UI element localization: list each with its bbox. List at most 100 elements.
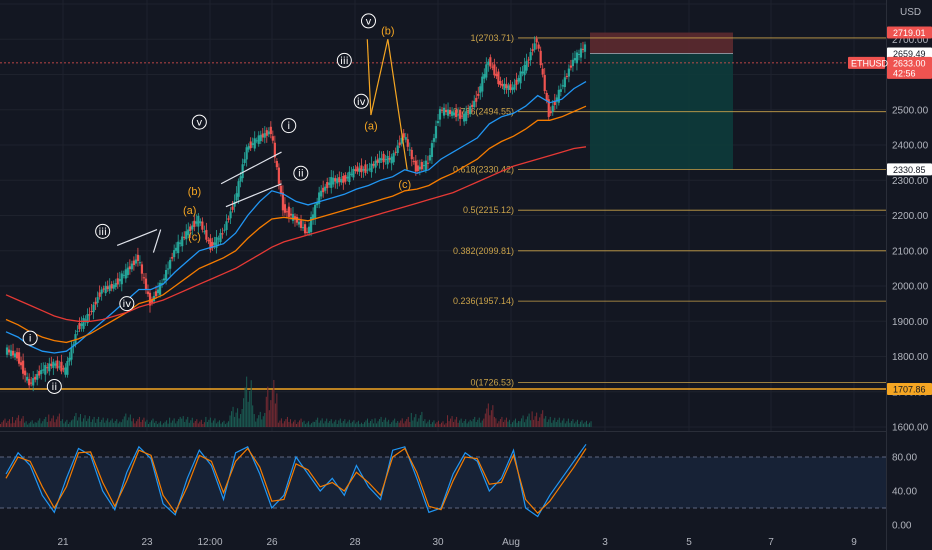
volume-bar (502, 421, 504, 427)
volume-bar (451, 416, 453, 427)
volume-bar (519, 421, 521, 427)
volume-bar (144, 421, 146, 427)
volume-bar (163, 423, 165, 427)
candle-body (134, 259, 137, 264)
volume-bar (202, 424, 204, 427)
volume-bar (498, 421, 500, 427)
volume-bar (564, 423, 566, 427)
candle-body (515, 79, 518, 85)
candle-body (328, 182, 331, 185)
candle-body (138, 262, 142, 264)
volume-bar (87, 418, 89, 427)
candle-body (509, 84, 512, 90)
volume-bar (508, 419, 510, 427)
volume-bar (589, 422, 591, 427)
candle-body (388, 158, 391, 160)
price-badge (887, 163, 932, 176)
volume-bar (436, 422, 438, 427)
wave-label: i (287, 121, 290, 132)
candle-body (400, 137, 403, 144)
volume-bar (18, 415, 20, 427)
volume-bar (51, 418, 53, 427)
volume-bar (581, 420, 583, 427)
volume-bar (333, 421, 335, 427)
candle-body (179, 242, 182, 244)
volume-bar (392, 420, 394, 427)
volume-bar (495, 418, 497, 427)
candle-body (11, 350, 15, 356)
volume-bar (434, 423, 436, 427)
volume-bar (356, 422, 358, 427)
volume-bar (385, 417, 387, 427)
volume-bar (499, 419, 501, 427)
volume-bar (539, 417, 541, 427)
volume-bar (441, 422, 442, 427)
candle-body (58, 366, 61, 368)
wave-label: (c) (398, 179, 411, 191)
short-position-box[interactable] (590, 32, 733, 170)
candle-body (446, 109, 450, 116)
volume-bar (366, 418, 368, 427)
candle-body (162, 278, 166, 281)
wave-label: ii (52, 382, 58, 393)
volume-bar (561, 420, 563, 427)
candle-body (374, 160, 377, 168)
volume-bar (188, 422, 190, 427)
candle-body (283, 204, 287, 213)
candle-body (205, 229, 208, 240)
price-badge (887, 382, 932, 395)
volume-bar (12, 416, 14, 427)
volume-bar (27, 424, 29, 427)
wave-path-line (366, 39, 372, 116)
volume-bar (259, 411, 261, 427)
candle-body (156, 289, 160, 294)
candle-body (203, 231, 206, 233)
candle-body (461, 115, 464, 117)
candle-body (285, 211, 289, 213)
volume-bar (292, 421, 294, 427)
candle-body (173, 250, 176, 258)
volume-bar (286, 416, 288, 427)
volume-bar (249, 391, 251, 427)
price-tick-label: 1600.00 (892, 423, 929, 434)
candle-body (565, 76, 568, 78)
wave-label-circle (22, 330, 38, 346)
candle-body (448, 109, 452, 114)
wave-label-circle (46, 378, 62, 394)
volume-bar (36, 422, 38, 427)
trend-drawings[interactable] (116, 39, 408, 253)
volume-bar (312, 421, 314, 427)
candle-body (100, 289, 103, 294)
volume-bar (49, 421, 51, 427)
candle-body (432, 138, 436, 142)
candle-body (255, 140, 258, 142)
volume-bar (306, 422, 308, 427)
candle-body (378, 157, 381, 163)
wave-label: (b) (188, 186, 201, 198)
candle-body (130, 263, 133, 270)
fib-retracement[interactable]: 1(2703.71) 0.786(2494.55) 0.618(2330.42) 0.… (0, 33, 886, 390)
volume-bar (21, 418, 23, 427)
candle-body (521, 71, 524, 74)
volume-bar (247, 401, 249, 427)
volume-bar (84, 415, 86, 427)
candle-body (326, 182, 329, 189)
fib-level-label: 0.5(2215.12) (463, 205, 514, 215)
volume-bar (468, 421, 470, 427)
volume-bar (218, 420, 220, 427)
candle-body (225, 221, 228, 230)
volume-bar (215, 423, 217, 427)
time-axis[interactable]: 21 23 12:00 26 28 30 Aug 3 5 7 9 (57, 537, 857, 548)
volume-bar (570, 421, 572, 427)
volume-bar (271, 390, 273, 427)
volume-bar (297, 422, 299, 427)
candle-body (491, 66, 494, 68)
volume-bar (261, 419, 263, 427)
volume-bar (439, 424, 441, 427)
volume-bar (105, 420, 107, 427)
candle-body (183, 236, 186, 238)
candle-body (265, 130, 268, 136)
candle-body (320, 190, 323, 197)
